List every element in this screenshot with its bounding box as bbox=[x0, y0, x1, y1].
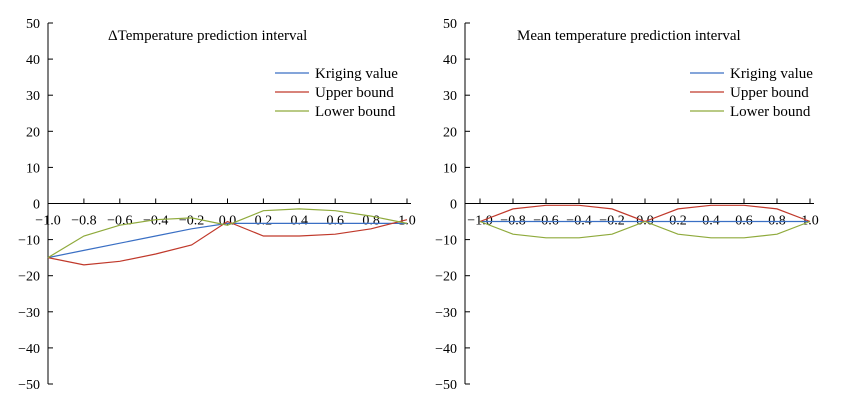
y-tick-label: 20 bbox=[443, 125, 457, 140]
y-tick-label: −30 bbox=[435, 306, 457, 321]
chart-title: Mean temperature prediction interval bbox=[517, 28, 741, 44]
y-tick-label: −30 bbox=[18, 306, 40, 321]
chart-panel-delta-temperature: 50 40 30 20 10 0 −10 −20 −30 −40 −50 −1.0 −0.8 −0.6 −0… bbox=[18, 17, 416, 393]
legend-label: Lower bound bbox=[730, 104, 811, 120]
y-tick-label: −20 bbox=[18, 270, 40, 285]
chart-title: ΔTemperature prediction interval bbox=[108, 28, 307, 44]
x-tick-label: −0.8 bbox=[71, 214, 96, 229]
x-tick-label: 0.6 bbox=[326, 214, 344, 229]
x-tick-label: −0.4 bbox=[143, 214, 168, 229]
legend-label: Lower bound bbox=[315, 104, 396, 120]
x-tick-label: 0.4 bbox=[291, 214, 309, 229]
x-tick-label: −0.2 bbox=[179, 214, 204, 229]
y-tick-label: 0 bbox=[450, 198, 457, 213]
series-line-lower-bound bbox=[47, 208, 408, 259]
legend-label: Upper bound bbox=[315, 85, 394, 101]
x-tick-label: 1.0 bbox=[398, 214, 416, 229]
y-tick-label: −40 bbox=[18, 342, 40, 357]
y-tick-label: 50 bbox=[26, 17, 40, 32]
y-tick-label: 0 bbox=[33, 198, 40, 213]
y-tick-label: 10 bbox=[443, 161, 457, 176]
y-tick-label: −40 bbox=[435, 342, 457, 357]
y-tick-label: 10 bbox=[26, 161, 40, 176]
legend-label: Kriging value bbox=[315, 66, 398, 82]
y-tick-label: 20 bbox=[26, 125, 40, 140]
series-line-upper-bound bbox=[47, 219, 408, 266]
x-tick-label: −0.6 bbox=[107, 214, 132, 229]
y-tick-label: 40 bbox=[443, 53, 457, 68]
y-tick-label: −50 bbox=[18, 378, 40, 393]
x-tick-label: −1.0 bbox=[35, 214, 60, 229]
x-tick-label: 0.2 bbox=[255, 214, 273, 229]
y-tick-label: 30 bbox=[26, 89, 40, 104]
y-tick-label: −20 bbox=[435, 270, 457, 285]
y-tick-label: 50 bbox=[443, 17, 457, 32]
y-tick-label: −10 bbox=[18, 234, 40, 249]
legend-label: Kriging value bbox=[730, 66, 813, 82]
y-tick-label: 30 bbox=[443, 89, 457, 104]
y-tick-label: −10 bbox=[435, 234, 457, 249]
series-line-lower-bound bbox=[479, 220, 811, 239]
legend-label: Upper bound bbox=[730, 85, 809, 101]
series-line-kriging-value bbox=[47, 222, 407, 259]
y-tick-label: 40 bbox=[26, 53, 40, 68]
y-tick-label: −50 bbox=[435, 378, 457, 393]
